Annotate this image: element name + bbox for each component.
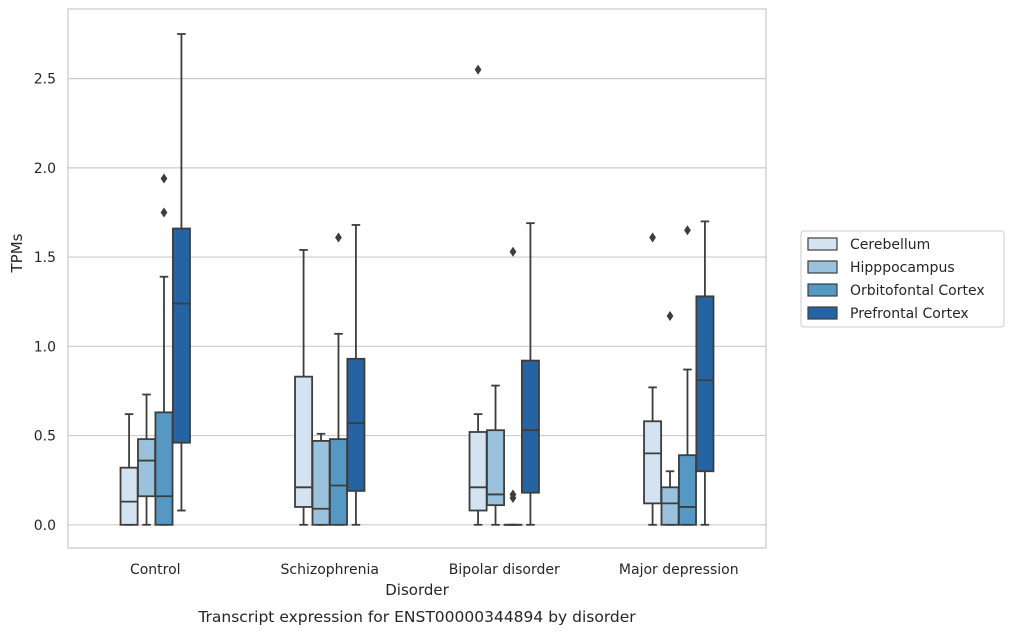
box-iqr <box>154 411 174 526</box>
boxes <box>119 33 715 526</box>
legend-swatch <box>807 283 838 297</box>
box-cerebellum <box>294 249 314 526</box>
box-hipppocampus <box>311 432 331 526</box>
x-axis-label: Disorder <box>385 581 449 599</box>
y-tick-label: 1.0 <box>34 339 56 355</box>
box-iqr <box>486 429 505 507</box>
y-tick-label: 2.0 <box>34 161 56 177</box>
outlier-point <box>666 310 674 321</box>
box-iqr <box>329 438 348 526</box>
outlier-point <box>474 64 482 75</box>
box-cerebellum <box>643 232 663 526</box>
box-orbitofontal-cortex <box>503 246 523 526</box>
box-iqr <box>468 431 488 512</box>
outlier-point <box>649 232 656 243</box>
legend-label: Hipppocampus <box>850 260 955 276</box>
legend: Cerebellum Hipppocampus Orbitofontal Corte… <box>800 230 1005 328</box>
chart-caption: Transcript expression for ENST0000034489… <box>197 608 636 626</box>
box-iqr <box>119 466 139 526</box>
box-prefrontal-cortex <box>695 220 715 526</box>
y-tick-label: 0.5 <box>34 429 56 445</box>
legend-frame <box>800 230 1005 328</box>
box-prefrontal-cortex <box>171 33 191 512</box>
box-iqr <box>311 440 331 526</box>
y-axis-label: TPMs <box>8 233 26 273</box>
box-cerebellum <box>468 64 488 526</box>
box-iqr <box>171 227 191 444</box>
y-tick-label: 2.5 <box>34 72 56 88</box>
outlier-point <box>160 207 168 218</box>
outlier-point <box>509 489 517 500</box>
x-tick-labels: Control Schizophrenia Bipolar disorder Majo… <box>130 562 739 578</box>
box-iqr <box>678 454 697 526</box>
box-iqr <box>660 486 680 526</box>
y-tick-label: 0.0 <box>34 518 56 534</box>
box-iqr <box>643 420 663 505</box>
box-orbitofontal-cortex <box>678 225 697 526</box>
y-tick-labels: 0.0 0.5 1.0 1.5 2.0 2.5 <box>34 72 56 534</box>
legend-label: Orbitofontal Cortex <box>850 283 985 299</box>
legend-swatch <box>807 306 838 320</box>
box-iqr <box>520 359 540 494</box>
box-prefrontal-cortex <box>520 222 540 526</box>
box-prefrontal-cortex <box>346 224 366 526</box>
box-iqr <box>346 357 366 492</box>
outlier-point <box>509 246 517 257</box>
x-tick-label: Control <box>130 562 181 578</box>
box-hipppocampus <box>137 393 156 526</box>
outlier-point <box>684 225 691 236</box>
x-tick-label: Bipolar disorder <box>449 562 560 578</box>
legend-swatch <box>807 237 838 251</box>
x-tick-label: Schizophrenia <box>281 562 379 578</box>
outlier-point <box>335 232 342 243</box>
legend-swatch <box>807 260 838 274</box>
box-orbitofontal-cortex <box>154 173 174 526</box>
x-tick-label: Major depression <box>619 562 739 578</box>
legend-label: Prefrontal Cortex <box>850 306 969 322</box>
legend-label: Cerebellum <box>850 237 930 253</box>
box-iqr <box>695 295 715 473</box>
box-hipppocampus <box>486 384 505 526</box>
box-cerebellum <box>119 413 139 526</box>
box-iqr <box>137 438 156 498</box>
y-tick-label: 1.5 <box>34 250 56 266</box>
plot-frame <box>67 8 767 549</box>
outlier-point <box>160 173 168 184</box>
